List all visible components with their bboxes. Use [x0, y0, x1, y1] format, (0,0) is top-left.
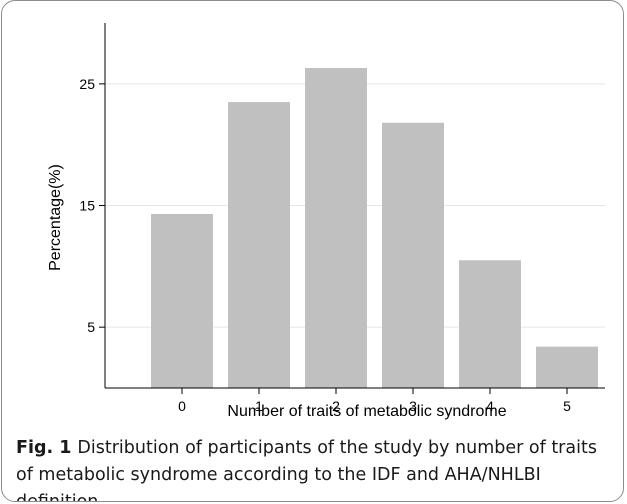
bar-1: [228, 102, 290, 388]
caption-label: Fig. 1: [16, 438, 72, 458]
x-tick-label: 4: [486, 398, 494, 414]
bar-5: [536, 346, 598, 388]
x-axis-title: Number of traits of metabolic syndrome: [227, 403, 506, 420]
x-tick-label: 0: [178, 398, 186, 414]
bar-0: [151, 214, 213, 388]
y-tick-label: 15: [79, 198, 95, 214]
bar-chart: 5 15 25 0 1 2 3 4 5 Number of traits of metabolic…: [47, 23, 605, 420]
x-tick-label: 2: [332, 398, 340, 414]
bar-2: [305, 68, 367, 389]
x-tick-label: 3: [409, 398, 417, 414]
caption-text: Distribution of participants of the stud…: [16, 438, 597, 502]
y-axis-title: Percentage(%): [47, 164, 64, 271]
y-tick-label: 5: [87, 319, 95, 335]
figure-caption: Fig. 1 Distribution of participants of th…: [16, 435, 616, 502]
x-tick-label: 5: [563, 398, 571, 414]
y-tick-label: 25: [79, 76, 95, 92]
bar-3: [382, 122, 444, 389]
x-tick-label: 1: [255, 398, 263, 414]
bar-4: [459, 260, 521, 388]
